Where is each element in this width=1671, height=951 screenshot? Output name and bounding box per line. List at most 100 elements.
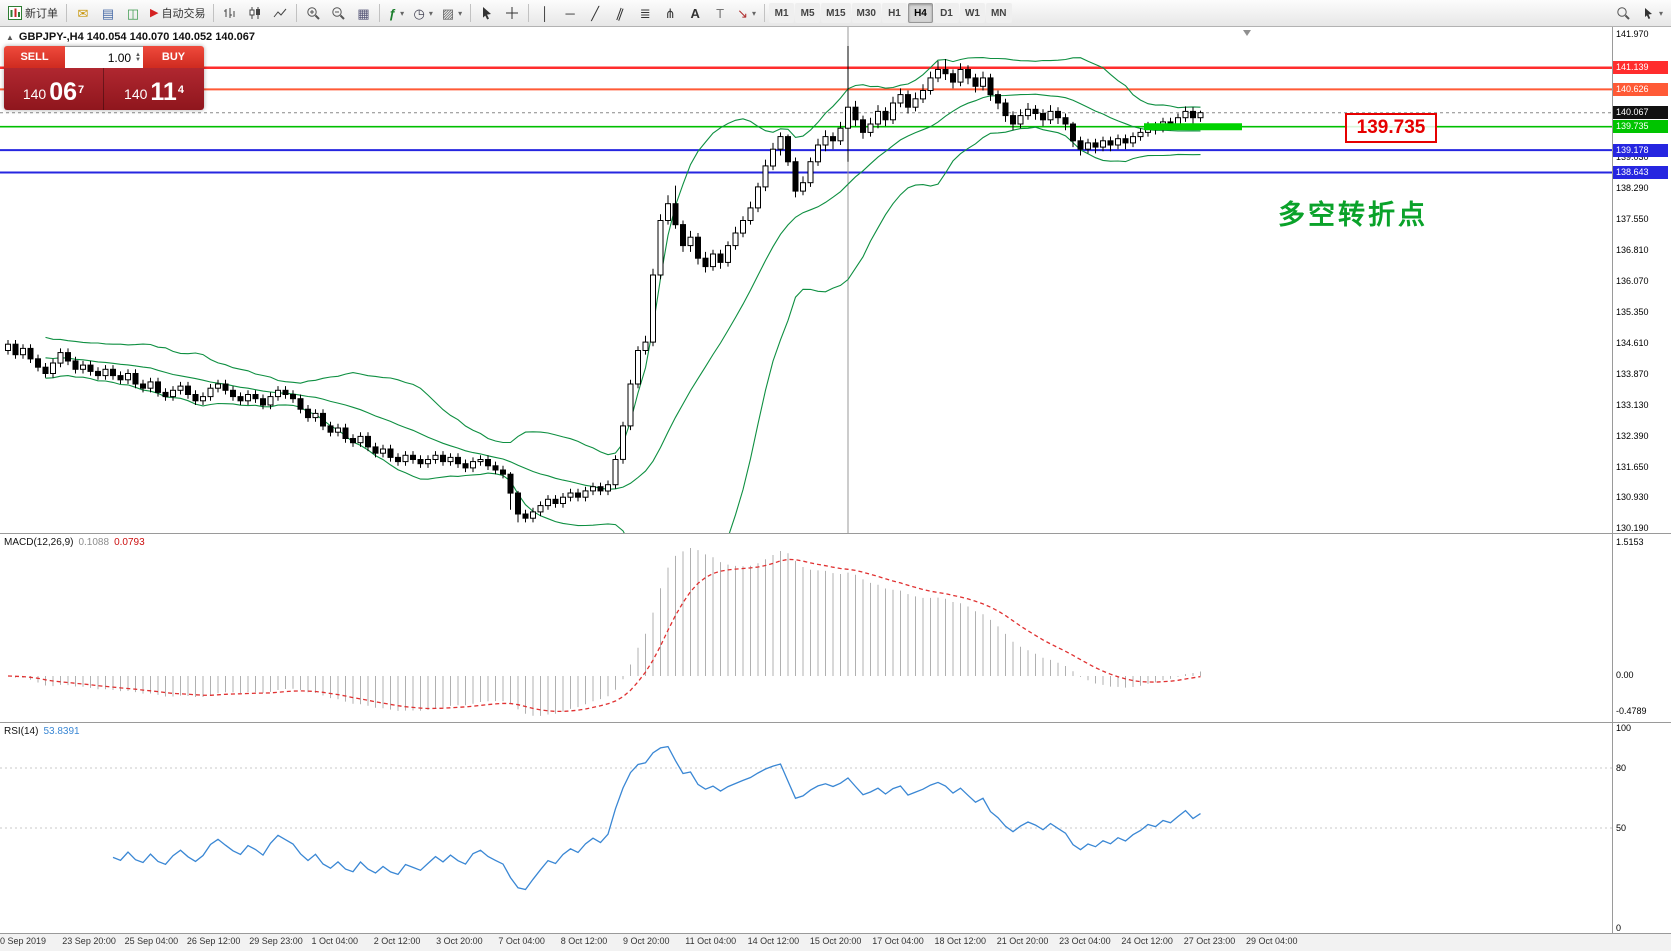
- template-icon: ▨: [441, 5, 455, 21]
- candle: [522, 513, 529, 519]
- timeframe-button-w1[interactable]: W1: [959, 3, 985, 23]
- timeframe-button-m30[interactable]: M30: [851, 3, 881, 23]
- candle: [837, 127, 844, 142]
- candle: [732, 232, 739, 247]
- data-window-button[interactable]: ◫: [121, 2, 145, 24]
- candle: [230, 389, 236, 398]
- candle: [312, 412, 319, 419]
- timeframe-button-h1[interactable]: H1: [881, 3, 907, 23]
- candle: [1070, 123, 1076, 142]
- indicators-button[interactable]: ƒ ▾: [384, 2, 408, 24]
- candle: [867, 123, 874, 133]
- candle: [695, 236, 701, 259]
- spin-down-icon[interactable]: ▼: [135, 56, 141, 63]
- market-watch-button[interactable]: ▤: [96, 2, 120, 24]
- candle: [590, 486, 596, 492]
- sell-button[interactable]: SELL: [4, 46, 65, 68]
- price-axis-label: 130.930: [1616, 491, 1649, 502]
- volume-spinner[interactable]: ▲ ▼: [135, 51, 141, 63]
- trendline-tool[interactable]: ╱: [583, 2, 607, 24]
- buy-button[interactable]: BUY: [143, 46, 204, 68]
- candle: [237, 396, 244, 402]
- zoom-out-button[interactable]: [326, 2, 350, 24]
- market-watch-icon: ▤: [101, 5, 115, 21]
- arrows-tool[interactable]: ↘ ▾: [733, 2, 760, 24]
- timeframe-button-mn[interactable]: MN: [985, 3, 1012, 23]
- candle: [755, 186, 761, 209]
- buy-price-base: 140: [124, 86, 148, 103]
- candle: [597, 486, 604, 492]
- toolbar-separator: [528, 4, 530, 22]
- timeframe-button-d1[interactable]: D1: [933, 3, 959, 23]
- channel-tool[interactable]: ∥: [608, 2, 632, 24]
- candle: [252, 394, 259, 400]
- time-axis[interactable]: [0, 933, 1671, 951]
- cursor-button[interactable]: [475, 2, 499, 24]
- search-button[interactable]: [1612, 2, 1636, 24]
- spin-up-icon[interactable]: ▲: [135, 51, 141, 58]
- text-tool[interactable]: A: [683, 2, 707, 24]
- autotrading-button[interactable]: ▶ 自动交易: [146, 2, 209, 24]
- macd-signal-value: 0.0793: [114, 537, 145, 548]
- timeframe-button-h4[interactable]: H4: [907, 3, 933, 23]
- candle: [410, 454, 416, 460]
- time-axis-label: 7 Oct 04:00: [498, 936, 545, 946]
- rsi-panel: [0, 745, 1612, 891]
- candle: [747, 207, 754, 221]
- buy-price-point: 4: [177, 84, 184, 96]
- candle: [402, 454, 409, 463]
- bollinger-low: [45, 126, 1201, 533]
- mail-button[interactable]: ✉: [71, 2, 95, 24]
- timeframe-button-m1[interactable]: M1: [769, 3, 795, 23]
- vertical-line-tool[interactable]: │: [533, 2, 557, 24]
- candle: [785, 136, 791, 163]
- label-tool[interactable]: T: [708, 2, 732, 24]
- sell-price-display[interactable]: 140 06 7: [4, 68, 104, 110]
- time-axis-label: 11 Oct 04:00: [685, 936, 737, 946]
- search-icon: [1617, 6, 1631, 20]
- pointer-menu-button[interactable]: ▾: [1638, 2, 1667, 24]
- candle: [42, 366, 49, 375]
- candle: [635, 350, 641, 385]
- crosshair-icon: [506, 7, 519, 19]
- pivot-text-annotation[interactable]: 多空转折点: [1278, 200, 1428, 230]
- buy-price-display[interactable]: 140 11 4: [104, 68, 204, 110]
- candle: [1010, 115, 1016, 125]
- volume-input[interactable]: [83, 49, 134, 66]
- candle: [507, 473, 514, 494]
- candle: [192, 394, 199, 402]
- price-axis-label: 130.190: [1616, 523, 1649, 533]
- chart-shift-marker[interactable]: [1243, 30, 1251, 36]
- candle: [830, 136, 836, 142]
- horizontal-line-tool[interactable]: ─: [558, 2, 582, 24]
- candle-chart-button[interactable]: [243, 2, 267, 24]
- new-order-button[interactable]: 新订单: [4, 2, 62, 24]
- candle: [575, 492, 581, 498]
- price-note-box[interactable]: 139.735: [1345, 113, 1437, 143]
- candle: [762, 165, 769, 188]
- macd-signal-line: [7, 558, 1201, 713]
- candle: [815, 144, 821, 163]
- candle: [177, 385, 184, 391]
- one-click-collapse-icon[interactable]: ▲: [6, 32, 14, 42]
- fibonacci-tool[interactable]: ≣: [633, 2, 657, 24]
- tile-windows-button[interactable]: ▦: [351, 2, 375, 24]
- candle: [155, 381, 161, 393]
- time-axis-label: 17 Oct 04:00: [872, 936, 924, 946]
- templates-button[interactable]: ▨ ▾: [438, 2, 466, 24]
- price-axis-label: 139.030: [1616, 152, 1649, 163]
- pitchfork-tool[interactable]: ⋔: [658, 2, 682, 24]
- periods-button[interactable]: ◷ ▾: [409, 2, 436, 24]
- timeframe-button-m15[interactable]: M15: [821, 3, 851, 23]
- text-icon: A: [690, 5, 700, 21]
- crosshair-button[interactable]: [500, 2, 524, 24]
- main-price-panel: [0, 27, 1612, 533]
- timeframe-button-m5[interactable]: M5: [795, 3, 821, 23]
- line-chart-button[interactable]: [268, 2, 292, 24]
- candle: [1062, 117, 1069, 125]
- bar-chart-button[interactable]: [218, 2, 242, 24]
- candle: [1085, 142, 1091, 150]
- zoom-in-button[interactable]: [301, 2, 325, 24]
